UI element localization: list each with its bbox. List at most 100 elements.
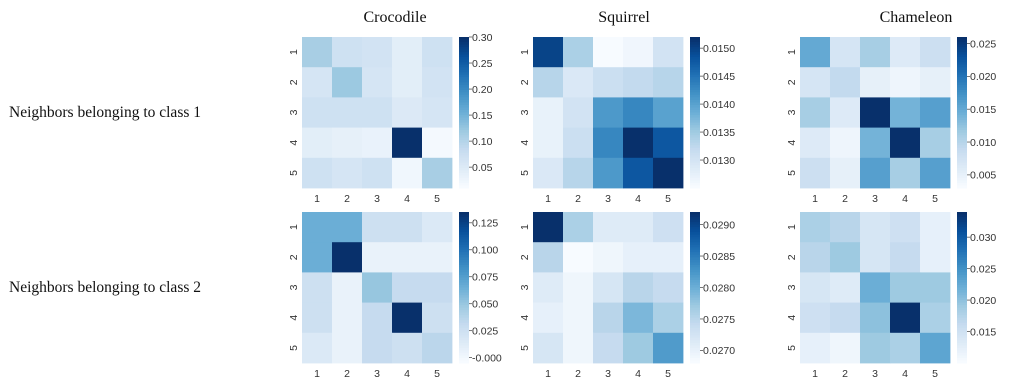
heatmap-cell — [563, 212, 594, 243]
colorbar-segment — [690, 272, 700, 276]
colorbar-segment — [690, 219, 700, 223]
colorbar-tick-label: 0.015 — [970, 326, 996, 338]
heatmap-cell — [653, 127, 684, 159]
colorbar-segment — [459, 69, 469, 73]
heatmap-cell — [422, 97, 453, 128]
colorbar-segment — [957, 305, 967, 309]
colorbar-segment — [459, 355, 469, 359]
colorbar-segment — [957, 152, 967, 156]
colorbar-segment — [459, 307, 469, 311]
colorbar-segment — [957, 92, 967, 96]
heatmap-cell — [422, 157, 453, 189]
heatmap-cell — [422, 67, 453, 98]
x-tick-label: 4 — [404, 193, 410, 205]
x-tick-label: 5 — [434, 368, 440, 377]
colorbar-segment — [690, 292, 700, 296]
y-tick-label: 3 — [288, 109, 300, 115]
colorbar-tick-label: 0.10 — [472, 136, 493, 148]
heatmap-cell — [890, 272, 921, 303]
colorbar-segment — [957, 167, 967, 171]
colorbar-segment — [957, 177, 967, 181]
colorbar-segment — [957, 287, 967, 291]
heatmap-cell — [830, 302, 861, 334]
colorbar-segment — [690, 345, 700, 349]
heatmap-cell — [593, 157, 624, 189]
colorbar-segment — [459, 97, 469, 101]
colorbar-segment — [690, 284, 700, 288]
heatmap-cell — [800, 302, 831, 334]
colorbar-segment — [459, 302, 469, 306]
heatmap-cell — [332, 157, 363, 189]
heatmap-cell — [830, 127, 861, 159]
heatmap-cell — [563, 302, 594, 334]
heatmap-cell — [563, 272, 594, 303]
colorbar-segment — [957, 302, 967, 306]
heatmap-cell — [302, 127, 333, 159]
y-tick-label: 5 — [786, 170, 798, 176]
colorbar-segment — [459, 64, 469, 68]
colorbar-segment — [690, 122, 700, 126]
colorbar-segment — [690, 229, 700, 233]
colorbar-segment — [957, 239, 967, 243]
colorbar-segment — [459, 145, 469, 149]
heatmap-cell — [533, 67, 564, 98]
colorbar-segment — [690, 140, 700, 144]
heatmap-cell — [623, 127, 654, 159]
colorbar-segment — [459, 175, 469, 179]
heatmap-cell — [920, 242, 951, 273]
colorbar-segment — [690, 167, 700, 171]
colorbar-segment — [957, 182, 967, 186]
colorbar-segment — [459, 217, 469, 221]
colorbar-segment — [690, 182, 700, 186]
heatmap-cell — [830, 212, 861, 243]
colorbar-segment — [459, 257, 469, 261]
x-tick-label: 3 — [872, 368, 878, 377]
colorbar-segment — [690, 147, 700, 151]
heatmap-cell — [533, 242, 564, 273]
heatmap-cell — [890, 157, 921, 189]
colorbar-segment — [957, 69, 967, 73]
colorbar-tick-label: 0.0145 — [703, 71, 735, 83]
y-tick-label: 1 — [519, 49, 531, 55]
colorbar-segment — [459, 162, 469, 166]
colorbar-segment — [459, 315, 469, 319]
heatmap-cell — [830, 37, 861, 68]
heatmap-cell — [332, 302, 363, 334]
colorbar-segment — [690, 249, 700, 253]
colorbar-segment — [957, 172, 967, 176]
colorbar-segment — [957, 54, 967, 58]
colorbar-segment — [459, 274, 469, 278]
heatmap-cell — [593, 272, 624, 303]
colorbar-segment — [690, 350, 700, 354]
colorbar-segment — [459, 252, 469, 256]
x-tick-label: 4 — [635, 368, 641, 377]
colorbar-segment — [459, 127, 469, 131]
colorbar-segment — [459, 125, 469, 129]
y-tick-label: 4 — [786, 140, 798, 146]
colorbar-segment — [957, 117, 967, 121]
colorbar-segment — [957, 310, 967, 314]
colorbar-segment — [957, 244, 967, 248]
colorbar-segment — [690, 67, 700, 71]
colorbar-segment — [690, 242, 700, 246]
colorbar-segment — [957, 130, 967, 134]
heatmap-cell — [593, 67, 624, 98]
heatmap-cell — [653, 272, 684, 303]
colorbar-segment — [690, 287, 700, 291]
colorbar-segment — [957, 249, 967, 253]
colorbar-segment — [459, 330, 469, 334]
heatmap-cell — [623, 97, 654, 128]
colorbar-segment — [690, 165, 700, 169]
colorbar-segment — [459, 352, 469, 356]
colorbar-segment — [459, 242, 469, 246]
heatmap-cell — [563, 67, 594, 98]
colorbar-segment — [957, 94, 967, 98]
colorbar-segment — [690, 74, 700, 78]
colorbar-segment — [957, 219, 967, 223]
colorbar-segment — [690, 224, 700, 228]
colorbar-segment — [459, 167, 469, 171]
colorbar-segment — [690, 162, 700, 166]
colorbar-segment — [957, 279, 967, 283]
colorbar-tick-label: 0.15 — [472, 110, 493, 122]
colorbar-segment — [459, 132, 469, 136]
